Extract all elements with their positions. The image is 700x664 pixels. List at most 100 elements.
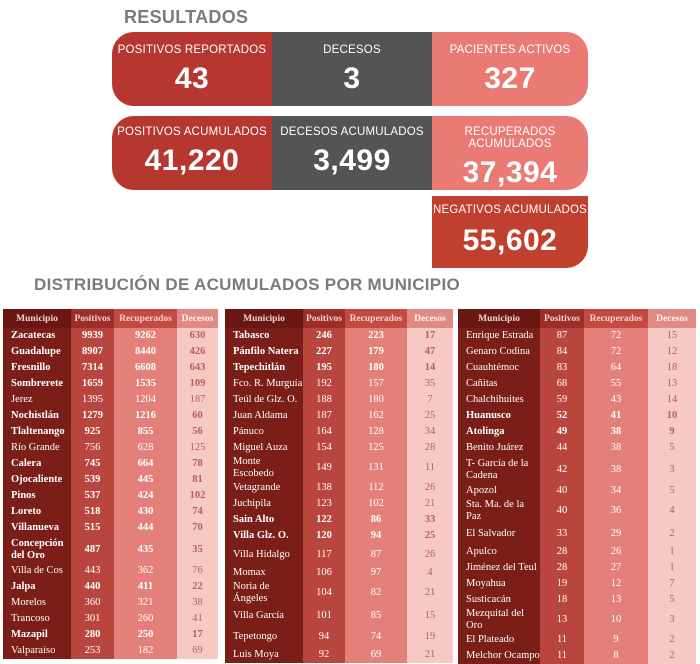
decesos-cell: 47 xyxy=(407,344,453,360)
positivos-cell: 745 xyxy=(71,456,114,472)
decesos-cell: 17 xyxy=(177,627,218,643)
header-recuperados: Recuperados xyxy=(584,309,648,328)
table-row: Cuauhtémoc 83 64 18 xyxy=(458,360,696,376)
municipio-cell: Villanueva xyxy=(3,520,71,536)
municipio-cell: Ojocaliente xyxy=(3,472,71,488)
recuperados-cell: 36 xyxy=(584,499,648,523)
positivos-cell: 539 xyxy=(71,472,114,488)
recuperados-cell: 125 xyxy=(345,440,407,456)
decesos-cell: 9 xyxy=(648,424,696,440)
decesos-cell: 109 xyxy=(177,376,218,392)
positivos-cell: 280 xyxy=(71,627,114,643)
positivos-cell: 94 xyxy=(303,626,345,647)
recuperados-cell: 180 xyxy=(345,392,407,408)
recuperados-cell: 38 xyxy=(584,456,648,483)
table-row: Tlaltenango 925 855 56 xyxy=(3,424,218,440)
positivos-cell: 925 xyxy=(71,424,114,440)
decesos-cell: 4 xyxy=(407,565,453,581)
table-row: Juchipila 123 102 21 xyxy=(225,496,453,512)
positivos-cell: 187 xyxy=(303,408,345,424)
card-label: RECUPERADOS ACUMULADOS xyxy=(464,126,556,150)
positivos-cell: 101 xyxy=(303,605,345,626)
municipio-cell: Susticacán xyxy=(458,592,540,608)
recuperados-cell: 9 xyxy=(584,632,648,648)
table-row: Mezquital del Oro 13 10 3 xyxy=(458,608,696,632)
table-row: Zacatecas 9939 9262 630 xyxy=(3,328,218,344)
positivos-cell: 154 xyxy=(303,440,345,456)
table-row: Pánuco 164 128 34 xyxy=(225,424,453,440)
positivos-cell: 227 xyxy=(303,344,345,360)
recuperados-cell: 179 xyxy=(345,344,407,360)
decesos-cell: 643 xyxy=(177,360,218,376)
decesos-cell: 69 xyxy=(177,643,218,659)
positivos-reportados-card: POSITIVOS REPORTADOS 43 xyxy=(112,32,272,106)
positivos-cell: 195 xyxy=(303,360,345,376)
municipio-cell: Apozol xyxy=(458,483,540,499)
decesos-cell: 26 xyxy=(407,544,453,565)
card-label: DECESOS xyxy=(323,44,381,56)
decesos-cell: 22 xyxy=(177,579,218,595)
positivos-cell: 756 xyxy=(71,440,114,456)
municipio-cell: Sta. Ma. de la Paz xyxy=(458,499,540,523)
table-row: Tepechitlán 195 180 14 xyxy=(225,360,453,376)
municipio-cell: Loreto xyxy=(3,504,71,520)
header-recuperados: Recuperados xyxy=(114,309,177,328)
header-decesos: Decesos xyxy=(407,309,453,328)
decesos-cell: 74 xyxy=(177,504,218,520)
table-row: Valparaíso 253 182 69 xyxy=(3,643,218,659)
positivos-cell: 518 xyxy=(71,504,114,520)
table-row: Fco. R. Murguía 192 157 35 xyxy=(225,376,453,392)
municipio-cell: T- García de la Cadena xyxy=(458,456,540,483)
decesos-cell: 187 xyxy=(177,392,218,408)
table-row: Vetagrande 138 112 26 xyxy=(225,480,453,496)
decesos-cell: 2 xyxy=(648,648,696,664)
decesos-cell: 125 xyxy=(177,440,218,456)
recuperados-cell: 38 xyxy=(584,424,648,440)
table-row: Trancoso 301 260 41 xyxy=(3,611,218,627)
positivos-cell: 84 xyxy=(540,344,584,360)
table-row: Teúl de Glz. O. 188 180 7 xyxy=(225,392,453,408)
municipios-table-3: Municipio Positivos Recuperados Decesos … xyxy=(458,309,696,664)
header-decesos: Decesos xyxy=(177,309,218,328)
positivos-cell: 138 xyxy=(303,480,345,496)
municipio-cell: Juchipila xyxy=(225,496,303,512)
recuperados-cell: 112 xyxy=(345,480,407,496)
table-row: Villa Hidalgo 117 87 26 xyxy=(225,544,453,565)
card-value: 3,499 xyxy=(313,144,391,177)
card-label: DECESOS ACUMULADOS xyxy=(280,126,424,138)
decesos-cell: 102 xyxy=(177,488,218,504)
table-row: Tepetongo 94 74 19 xyxy=(225,626,453,647)
table-row: Pánfilo Natera 227 179 47 xyxy=(225,344,453,360)
decesos-cell: 5 xyxy=(648,483,696,499)
recuperados-cell: 1216 xyxy=(114,408,177,424)
decesos-cell: 33 xyxy=(407,512,453,528)
decesos-cell: 25 xyxy=(407,408,453,424)
table-row: Río Grande 756 628 125 xyxy=(3,440,218,456)
positivos-cell: 515 xyxy=(71,520,114,536)
recuperados-cell: 411 xyxy=(114,579,177,595)
table-row: Moyahua 19 12 7 xyxy=(458,576,696,592)
card-value: 41,220 xyxy=(144,144,240,177)
table-row: Chalchihuites 59 43 14 xyxy=(458,392,696,408)
recuperados-cell: 628 xyxy=(114,440,177,456)
recuperados-cell: 82 xyxy=(345,581,407,605)
positivos-cell: 7314 xyxy=(71,360,114,376)
recuperados-cell: 29 xyxy=(584,523,648,544)
municipio-cell: Moyahua xyxy=(458,576,540,592)
recuperados-cell: 94 xyxy=(345,528,407,544)
positivos-cell: 49 xyxy=(540,424,584,440)
municipio-cell: Tlaltenango xyxy=(3,424,71,440)
decesos-cell: 2 xyxy=(648,632,696,648)
recuperados-cell: 97 xyxy=(345,565,407,581)
recuperados-cell: 162 xyxy=(345,408,407,424)
recuperados-cell: 9262 xyxy=(114,328,177,344)
municipio-cell: Villa García xyxy=(225,605,303,626)
recuperados-acumulados-card: RECUPERADOS ACUMULADOS 37,394 xyxy=(432,116,588,190)
decesos-cell: 34 xyxy=(407,424,453,440)
recuperados-cell: 26 xyxy=(584,544,648,560)
positivos-cell: 87 xyxy=(540,328,584,344)
table-row: Benito Juárez 44 38 5 xyxy=(458,440,696,456)
recuperados-cell: 102 xyxy=(345,496,407,512)
municipios-table-1: Municipio Positivos Recuperados Decesos … xyxy=(3,309,218,659)
decesos-acumulados-card: DECESOS ACUMULADOS 3,499 xyxy=(272,116,432,190)
